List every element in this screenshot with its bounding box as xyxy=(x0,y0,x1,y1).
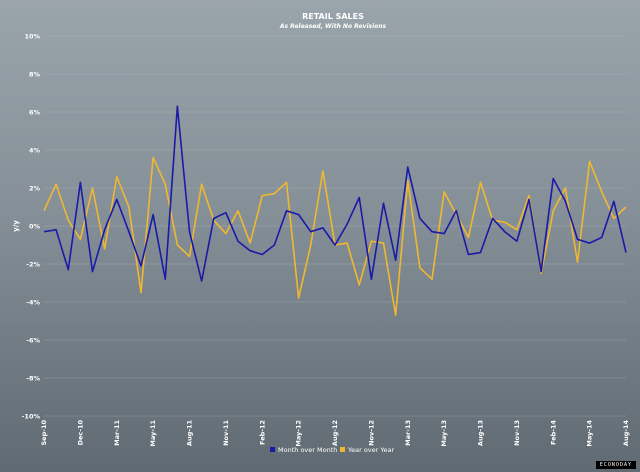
x-tick-label: Feb-12 xyxy=(258,420,266,445)
legend: Month over Month Year over Year xyxy=(270,446,394,454)
x-tick-label: Nov-11 xyxy=(222,420,230,446)
legend-label: Month over Month xyxy=(278,446,337,454)
x-tick-label: May-13 xyxy=(440,420,448,447)
y-tick-label: -8% xyxy=(26,374,40,382)
x-tick-labels: Sep-10 Dec-10 Mar-11 May-11 Aug-11 Nov-11 Feb-… xyxy=(40,420,630,447)
series-line-0 xyxy=(43,105,627,282)
x-tick-label: Sep-10 xyxy=(40,420,48,446)
chart-title: RETAIL SALES xyxy=(302,12,364,21)
y-tick-label: 6% xyxy=(29,108,41,116)
y-tick-label: 10% xyxy=(24,32,40,40)
x-tick-label: May-12 xyxy=(295,420,303,447)
y-tick-label: 2% xyxy=(29,184,41,192)
x-tick-label: Nov-13 xyxy=(513,420,521,446)
watermark-logo: ECONODAY xyxy=(595,461,636,469)
x-tick-label: Mar-13 xyxy=(404,420,412,446)
legend-swatch xyxy=(340,447,345,452)
x-tick-label: Aug-11 xyxy=(186,420,194,447)
y-tick-label: 4% xyxy=(29,146,41,154)
x-tick-label: Mar-11 xyxy=(113,420,121,446)
x-tick-label: May-11 xyxy=(149,420,157,447)
y-axis-label: y/y xyxy=(12,220,20,232)
legend-label: Year over Year xyxy=(347,446,394,454)
y-tick-label: 0% xyxy=(29,222,41,230)
x-tick-label: Dec-10 xyxy=(76,420,84,446)
y-tick-label: -2% xyxy=(26,260,40,268)
y-tick-label: -4% xyxy=(26,298,40,306)
series-lines xyxy=(43,105,627,317)
legend-swatch xyxy=(270,447,275,452)
x-tick-label: Aug-12 xyxy=(331,420,339,446)
x-tick-label: Aug-13 xyxy=(477,420,485,446)
y-tick-label: -6% xyxy=(26,336,40,344)
x-tick-label: Feb-14 xyxy=(549,420,557,445)
chart-subtitle: As Released, With No Revisions xyxy=(279,23,387,30)
x-tick-label: Aug-14 xyxy=(622,420,630,447)
y-tick-label: 8% xyxy=(29,70,41,78)
y-tick-label: -10% xyxy=(22,412,41,420)
x-tick-label: Nov-12 xyxy=(367,420,375,446)
x-tick-label: May-14 xyxy=(586,420,594,447)
y-tick-labels: 10% 8% 6% 4% 2% 0% -2% -4% -6% -8% -10% xyxy=(22,32,41,420)
